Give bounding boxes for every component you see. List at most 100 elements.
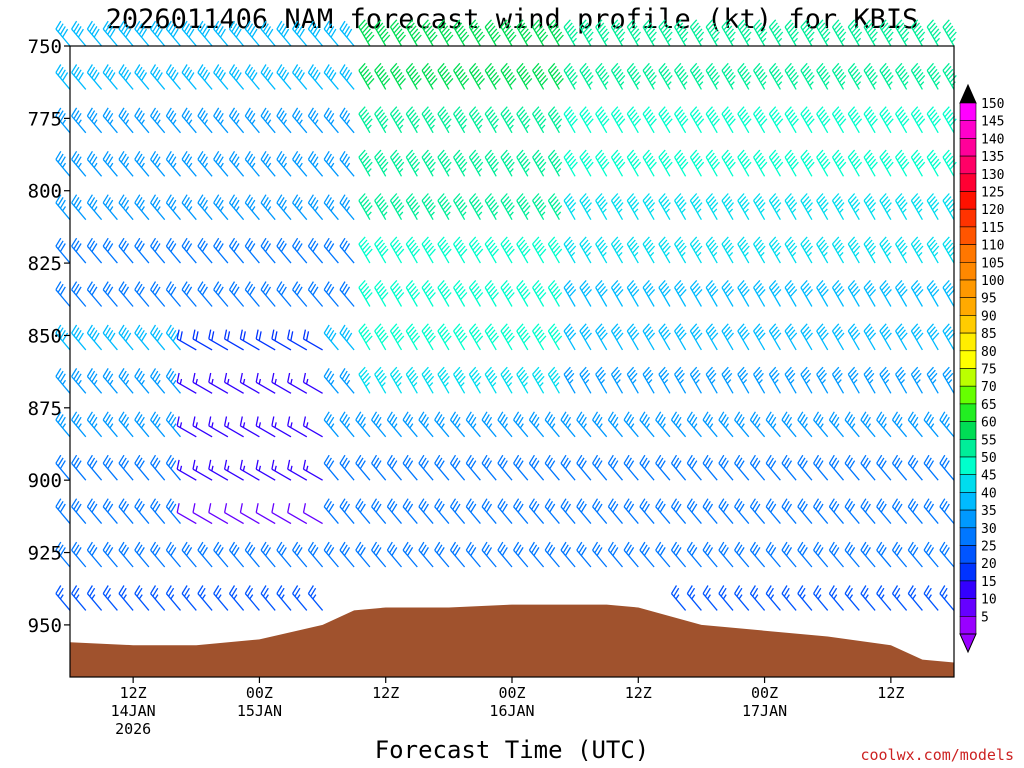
barb-flag [411,332,419,341]
barb-flag [486,152,494,161]
barb-half-flag [267,206,272,212]
barb-shaft [926,373,939,394]
wind-barb [816,19,831,47]
barb-flag [914,155,922,164]
barb-shaft [892,419,908,438]
barb-flag [215,240,222,250]
barb-flag [59,416,66,426]
barb-flag [452,500,459,510]
barb-flag [944,109,952,118]
wind-barb [307,237,324,264]
barb-shaft [734,419,750,438]
barb-shaft [721,70,734,90]
barb-flag [770,282,778,291]
barb-flag [547,366,556,375]
barb-shaft [800,113,813,134]
barb-flag [516,366,524,375]
barb-flag [138,547,145,556]
barb-flag [567,372,575,381]
wind-barb [831,236,845,264]
barb-flag [390,62,398,71]
barb-shaft [465,462,481,481]
barb-flag [310,240,317,250]
barb-flag [896,369,905,378]
barb-shaft [671,462,687,481]
barb-flag [134,237,141,247]
wind-barb [876,541,892,568]
barb-flag [271,459,275,470]
barb-flag [260,64,267,73]
barb-half-flag [903,81,909,86]
wind-barb [339,107,355,134]
credit-link[interactable]: coolwx.com/models [860,746,1014,764]
wind-barb [213,281,229,307]
barb-shaft [753,70,766,90]
barb-flag [928,369,936,378]
barb-flag [784,19,792,28]
wind-barb [879,106,894,134]
wind-barb [592,411,608,438]
barb-flag [276,20,283,30]
barb-flag [632,332,640,341]
wind-barb [386,454,402,481]
barb-flag [483,414,490,423]
barb-flag [330,332,337,342]
barb-shaft [55,593,71,611]
barb-shaft [339,115,355,134]
barb-flag [363,115,371,124]
barb-flag [705,62,713,71]
colorbar-top-arrow [959,83,977,104]
wind-barb [718,411,734,438]
barb-flag [86,107,93,117]
barb-flag [661,372,670,381]
barb-shaft [102,332,118,351]
barb-flag [839,74,847,83]
wind-barb [223,416,244,438]
barb-flag [582,112,591,121]
barb-flag [468,366,477,375]
barb-flag [693,329,701,338]
barb-flag [152,500,159,510]
barb-flag [502,326,510,335]
barb-flag [835,242,843,251]
barb-flag [357,500,364,510]
barb-flag [612,547,619,556]
barb-flag [756,329,764,338]
barb-shaft [244,115,260,134]
wind-barb [500,236,515,264]
barb-flag [802,152,810,161]
wind-barb [816,366,829,394]
barb-shaft [674,373,687,394]
barb-flag [507,335,515,344]
barb-flag [647,158,656,167]
wind-barb [468,62,485,90]
barb-flag [73,240,80,250]
barb-shaft [260,202,276,221]
barb-flag [691,369,699,378]
barb-flag [737,149,745,158]
barb-half-flag [204,119,209,125]
barb-flag [736,587,743,597]
wind-barb [923,498,939,525]
barb-flag [470,65,478,74]
barb-flag [799,544,806,554]
barb-shaft [592,462,608,481]
barb-flag [395,158,403,167]
barb-shaft [671,419,687,438]
barb-flag [807,161,815,170]
barb-flag [802,326,810,335]
colorbar-swatch [959,315,977,334]
barb-flag [152,153,159,163]
barb-half-flag [525,168,530,173]
barb-shaft [421,156,434,177]
wind-barb [670,585,687,611]
barb-flag [528,498,535,508]
barb-flag [828,411,835,421]
barb-flag [138,243,145,252]
barb-flag [278,110,285,120]
barb-flag [456,242,464,251]
barb-flag [926,193,934,202]
barb-flag [523,248,531,257]
barb-flag [565,152,573,161]
barb-flag [831,500,838,510]
